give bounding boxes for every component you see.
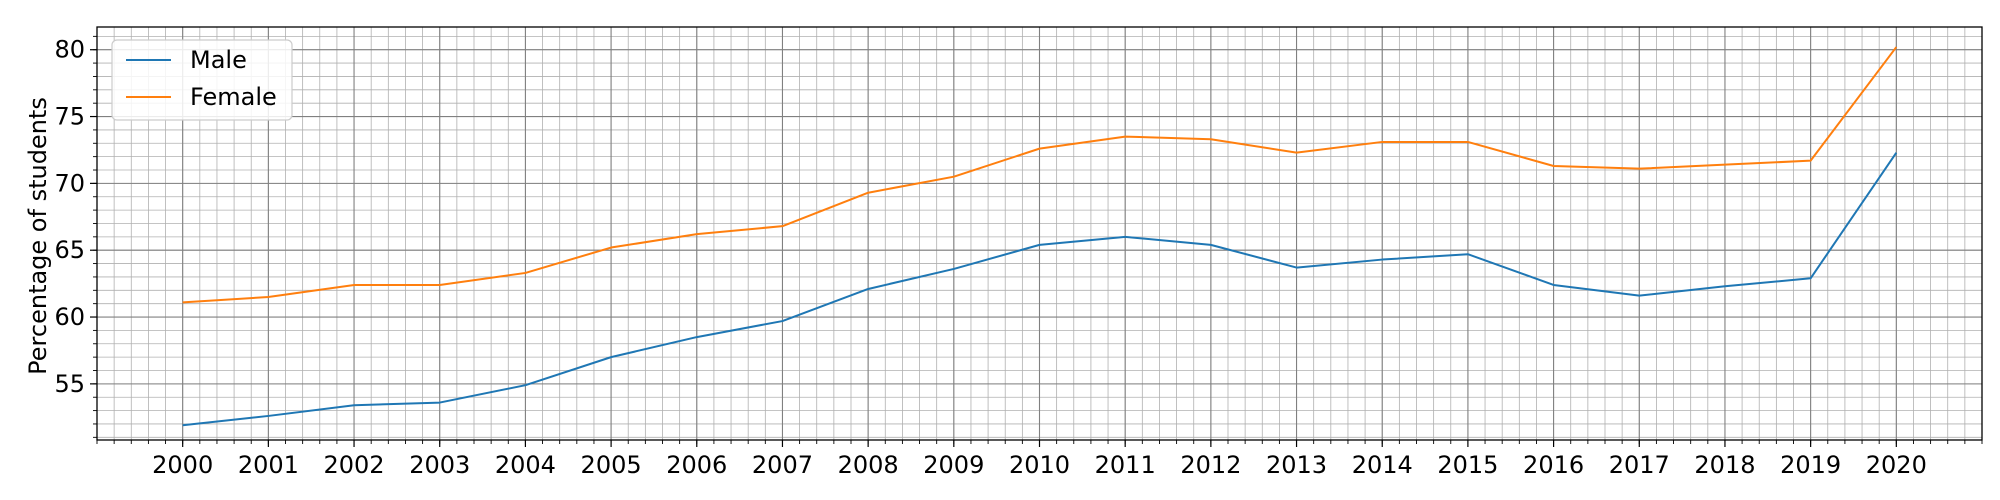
y-tick-label: 70 [54, 169, 85, 197]
series-layer [182, 46, 1898, 427]
x-tick-label: 2010 [1009, 451, 1070, 479]
x-tick-label: 2007 [752, 451, 813, 479]
grid-layer [96, 27, 1983, 440]
x-tick-label: 2014 [1352, 451, 1413, 479]
y-axis-label: Percentage of students [24, 97, 52, 375]
axes-layer: 2000 2001 2002 2003 2004 2005 2006 2007 2008 2009… [54, 26, 1983, 479]
x-tick-label: 2009 [923, 451, 984, 479]
series-line-male [182, 152, 1898, 427]
x-tick-label: 2015 [1437, 451, 1498, 479]
x-tick-label: 2001 [238, 451, 299, 479]
legend: Male Female [111, 39, 293, 121]
legend-label-male: Male [190, 46, 247, 74]
y-tick-label: 60 [54, 303, 85, 331]
x-tick-label: 2006 [666, 451, 727, 479]
x-tick-label: 2020 [1866, 451, 1927, 479]
x-tick-label: 2000 [152, 451, 213, 479]
x-tick-label: 2013 [1266, 451, 1327, 479]
x-tick-label: 2018 [1694, 451, 1755, 479]
x-tick-label: 2016 [1523, 451, 1584, 479]
y-tick-label: 75 [54, 103, 85, 131]
x-tick-label: 2011 [1095, 451, 1156, 479]
x-tick-label: 2002 [324, 451, 385, 479]
x-tick-label: 2005 [581, 451, 642, 479]
y-tick-label: 80 [54, 36, 85, 64]
x-tick-label: 2004 [495, 451, 556, 479]
y-tick-label: 65 [54, 236, 85, 264]
x-tick-label: 2008 [838, 451, 899, 479]
x-tick-label: 2012 [1180, 451, 1241, 479]
y-tick-label: 55 [54, 370, 85, 398]
x-tick-label: 2017 [1609, 451, 1670, 479]
x-tick-label: 2003 [409, 451, 470, 479]
x-tick-label: 2019 [1780, 451, 1841, 479]
series-line-female [182, 46, 1898, 304]
legend-label-female: Female [190, 83, 277, 111]
